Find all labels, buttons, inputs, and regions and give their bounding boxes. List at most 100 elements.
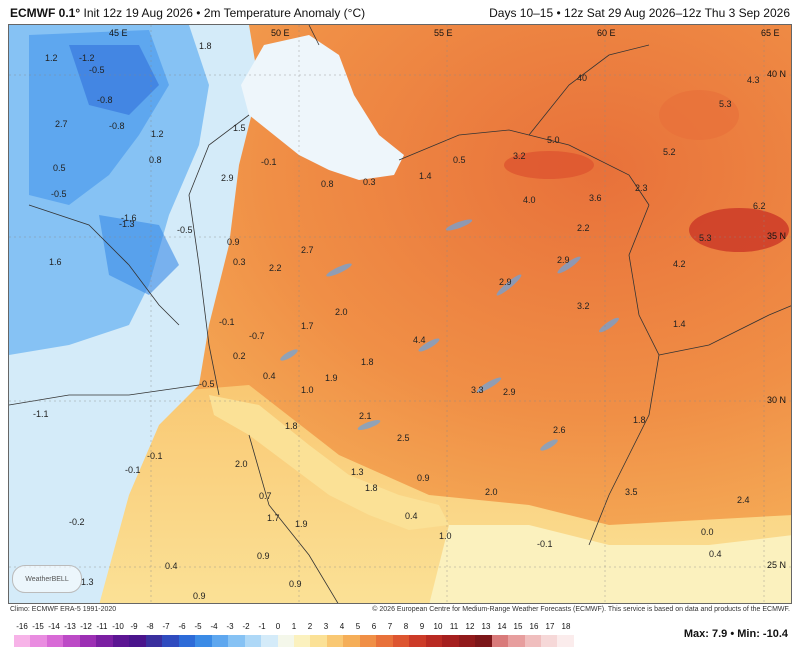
- legend-tick-label: 11: [449, 622, 459, 631]
- value-label: 0.4: [405, 511, 418, 521]
- legend-swatch: [293, 635, 311, 647]
- value-label: -0.7: [249, 331, 265, 341]
- value-label: 0.5: [53, 163, 66, 173]
- value-label: -1.1: [33, 409, 49, 419]
- legend-tick-label: 17: [545, 622, 555, 631]
- hotspot-uzbekistan: [659, 90, 739, 140]
- map-header: ECMWF 0.1° Init 12z 19 Aug 2026 • 2m Tem…: [0, 0, 800, 24]
- value-label: -0.2: [69, 517, 85, 527]
- legend-tick-label: 2: [307, 622, 313, 631]
- legend-tick-label: -2: [242, 622, 250, 631]
- grid-label-50e: 50 E: [271, 28, 290, 38]
- value-label: 2.0: [485, 487, 498, 497]
- value-label: -0.5: [177, 225, 193, 235]
- legend-swatch: [541, 635, 558, 647]
- min-label: Min:: [737, 628, 760, 640]
- value-label: 5.3: [699, 233, 712, 243]
- color-legend: -16 -15 -14 -13 -12 -11 -10 -9 -8 -7 -6 -5 -4 -3 -2 -1 0…: [14, 622, 574, 654]
- value-label: 4.0: [523, 195, 536, 205]
- value-label: 1.4: [419, 171, 432, 181]
- value-label: 0.9: [417, 473, 430, 483]
- caspian-sea: [241, 35, 404, 180]
- legend-swatch: [145, 635, 163, 647]
- value-label: -0.1: [219, 317, 235, 327]
- value-label: 0.3: [363, 177, 376, 187]
- value-label: -0.8: [109, 121, 125, 131]
- min-value: -10.4: [762, 628, 788, 640]
- value-label: 5.3: [719, 99, 732, 109]
- legend-tick-label: -16: [16, 622, 28, 631]
- grid-label-30n: 30 N: [767, 395, 787, 405]
- value-label: 1.0: [439, 531, 452, 541]
- value-label: 2.7: [55, 119, 68, 129]
- value-label: 1.8: [285, 421, 298, 431]
- legend-swatch: [409, 635, 426, 647]
- value-label: 2.9: [499, 277, 512, 287]
- legend-tick-label: -8: [146, 622, 154, 631]
- legend-swatch: [359, 635, 377, 647]
- legend-swatch: [195, 635, 212, 647]
- value-label: 3.5: [625, 487, 638, 497]
- max-min-stats: Max: 7.9 • Min: -10.4: [684, 628, 788, 640]
- legend-swatch: [392, 635, 410, 647]
- stats-separator: •: [730, 628, 735, 640]
- value-label: 1.7: [301, 321, 314, 331]
- value-label: 0.0: [701, 527, 714, 537]
- value-label: 0.9: [193, 591, 206, 601]
- value-label: 0.4: [165, 561, 178, 571]
- legend-tick-label: 12: [465, 622, 475, 631]
- legend-tick-label: 6: [371, 622, 377, 631]
- value-label: -0.1: [147, 451, 163, 461]
- cold-streaks: [280, 219, 619, 451]
- value-label: 5.0: [547, 135, 560, 145]
- legend-swatch: [14, 635, 31, 647]
- graticule: [9, 25, 791, 603]
- legend-tick-label: -12: [80, 622, 92, 631]
- value-label: 3.3: [471, 385, 484, 395]
- value-label: 2.6: [553, 425, 566, 435]
- legend-tick-label: -4: [210, 622, 218, 631]
- legend-swatch: [508, 635, 525, 647]
- value-label: 0.8: [149, 155, 162, 165]
- value-label: 1.6: [49, 257, 62, 267]
- value-label: 4.4: [413, 335, 426, 345]
- value-label: 0.7: [259, 491, 272, 501]
- legend-tick-label: -14: [48, 622, 60, 631]
- legend-swatch: [277, 635, 294, 647]
- value-label: 1.3: [351, 467, 364, 477]
- hotspot-turkmenistan: [504, 151, 594, 179]
- legend-swatch: [310, 635, 327, 647]
- legend-swatch: [79, 635, 97, 647]
- grid-label-45e: 45 E: [109, 28, 128, 38]
- weatherbell-logo: WeatherBELL: [12, 565, 82, 593]
- value-label: -1.3: [119, 219, 135, 229]
- value-label: 1.3: [81, 577, 94, 587]
- climo-note: Climo: ECMWF ERA-5 1991-2020: [10, 606, 117, 613]
- legend-ticks: -16 -15 -14 -13 -12 -11 -10 -9 -8 -7 -6 -5 -4 -3 -2 -1 0…: [14, 622, 574, 634]
- value-label: 2.7: [301, 245, 314, 255]
- value-label: 1.8: [199, 41, 212, 51]
- legend-swatch: [475, 635, 492, 647]
- value-label: 0.2: [233, 351, 246, 361]
- value-label: 2.2: [577, 223, 590, 233]
- value-label: 1.9: [295, 519, 308, 529]
- legend-swatch: [261, 635, 278, 647]
- legend-swatch: [442, 635, 459, 647]
- value-label: 1.8: [633, 415, 646, 425]
- value-label: -1.6: [121, 213, 137, 223]
- legend-tick-label: 14: [497, 622, 507, 631]
- value-label: -0.1: [261, 157, 277, 167]
- grid-label-40n: 40 N: [767, 69, 787, 79]
- grid-label-35n: 35 N: [767, 231, 787, 241]
- value-label: 40: [577, 73, 588, 83]
- value-label: -0.5: [199, 379, 215, 389]
- legend-tick-label: 4: [339, 622, 345, 631]
- value-label: 4.3: [747, 75, 760, 85]
- legend-tick-label: 18: [561, 622, 571, 631]
- value-label: 0.8: [321, 179, 334, 189]
- grid-label-25n: 25 N: [767, 560, 787, 570]
- value-label: 2.9: [503, 387, 516, 397]
- map-area: 45 E 50 E 55 E 60 E 65 E 40 N 35 N 30 N …: [8, 24, 792, 604]
- init-time: Init 12z 19 Aug 2026: [83, 6, 193, 20]
